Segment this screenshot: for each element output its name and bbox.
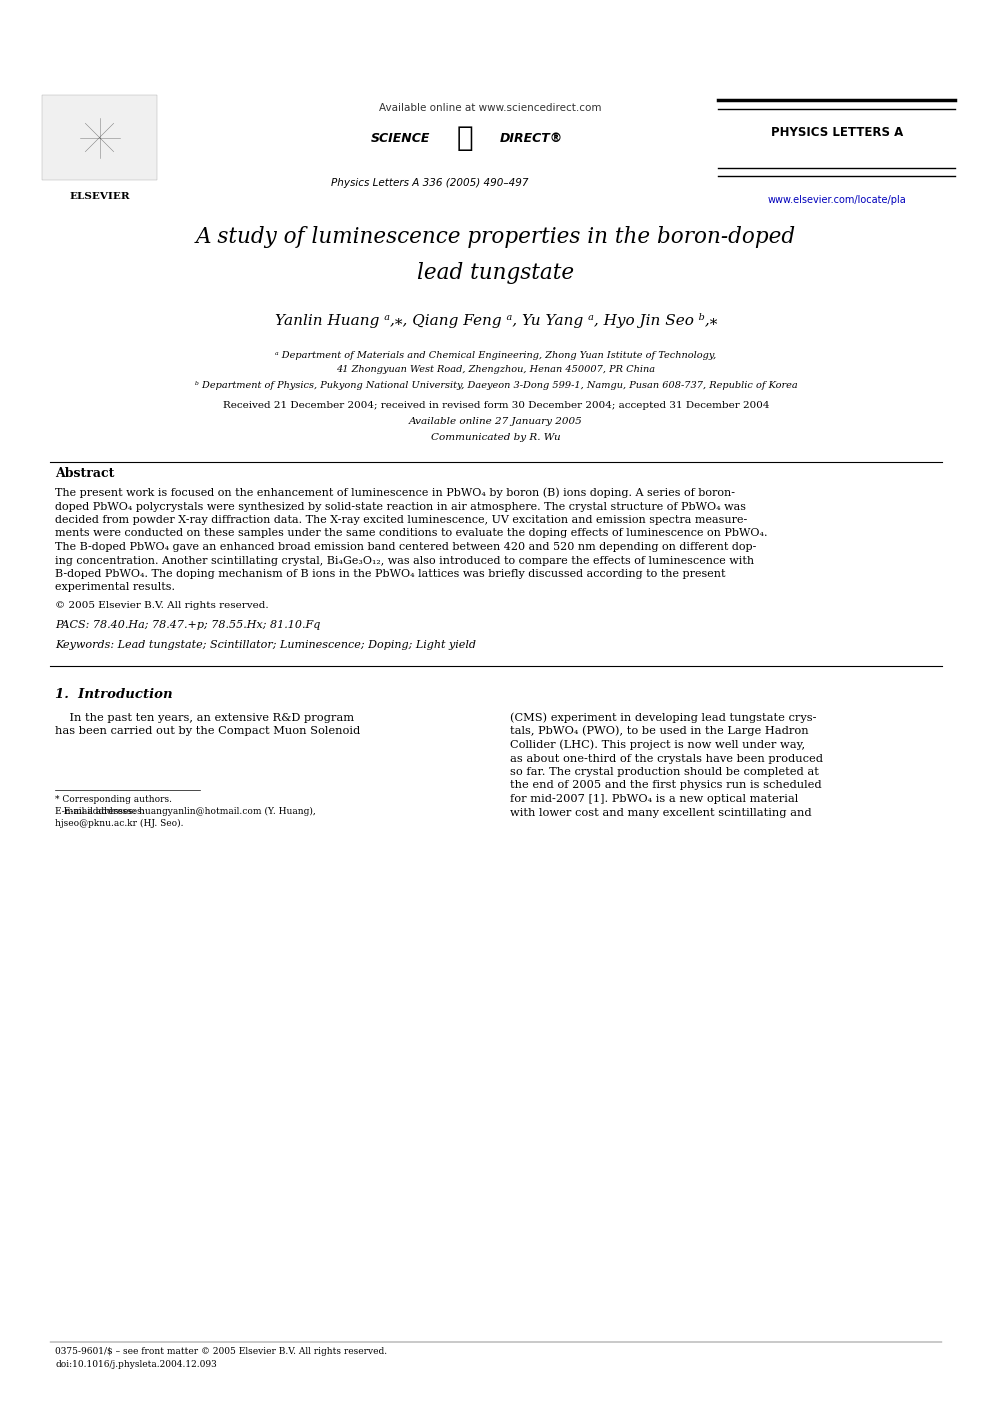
Text: experimental results.: experimental results. xyxy=(55,582,175,592)
Text: Collider (LHC). This project is now well under way,: Collider (LHC). This project is now well… xyxy=(510,739,806,751)
Text: SCIENCE: SCIENCE xyxy=(371,132,430,145)
Text: as about one-third of the crystals have been produced: as about one-third of the crystals have … xyxy=(510,753,823,763)
Text: the end of 2005 and the first physics run is scheduled: the end of 2005 and the first physics ru… xyxy=(510,780,821,790)
FancyBboxPatch shape xyxy=(42,95,157,180)
Text: ments were conducted on these samples under the same conditions to evaluate the : ments were conducted on these samples un… xyxy=(55,529,768,539)
Text: ⓐ: ⓐ xyxy=(456,123,473,152)
Text: Communicated by R. Wu: Communicated by R. Wu xyxy=(432,434,560,442)
Text: Received 21 December 2004; received in revised form 30 December 2004; accepted 3: Received 21 December 2004; received in r… xyxy=(223,401,769,410)
Text: doped PbWO₄ polycrystals were synthesized by solid-state reaction in air atmosph: doped PbWO₄ polycrystals were synthesize… xyxy=(55,501,746,512)
Text: doi:10.1016/j.physleta.2004.12.093: doi:10.1016/j.physleta.2004.12.093 xyxy=(55,1360,216,1369)
Text: E-mail addresses:: E-mail addresses: xyxy=(55,807,148,817)
Text: ᵇ Department of Physics, Pukyong National University, Daeyeon 3-Dong 599-1, Namg: ᵇ Department of Physics, Pukyong Nationa… xyxy=(194,382,798,390)
Text: hjseo@pknu.ac.kr (HJ. Seo).: hjseo@pknu.ac.kr (HJ. Seo). xyxy=(55,819,184,828)
Text: In the past ten years, an extensive R&D program: In the past ten years, an extensive R&D … xyxy=(55,713,354,723)
Text: 1.  Introduction: 1. Introduction xyxy=(55,687,173,702)
Text: A study of luminescence properties in the boron-doped: A study of luminescence properties in th… xyxy=(196,226,796,248)
Text: ELSEVIER: ELSEVIER xyxy=(69,192,130,201)
Text: Physics Letters A 336 (2005) 490–497: Physics Letters A 336 (2005) 490–497 xyxy=(331,178,529,188)
Text: B-doped PbWO₄. The doping mechanism of B ions in the PbWO₄ lattices was briefly : B-doped PbWO₄. The doping mechanism of B… xyxy=(55,570,725,579)
Text: (CMS) experiment in developing lead tungstate crys-: (CMS) experiment in developing lead tung… xyxy=(510,713,816,723)
Text: so far. The crystal production should be completed at: so far. The crystal production should be… xyxy=(510,767,818,777)
Text: PACS: 78.40.Ha; 78.47.+p; 78.55.Hx; 81.10.Fq: PACS: 78.40.Ha; 78.47.+p; 78.55.Hx; 81.1… xyxy=(55,620,320,630)
Text: PHYSICS LETTERS A: PHYSICS LETTERS A xyxy=(771,126,903,139)
Text: 0375-9601/$ – see front matter © 2005 Elsevier B.V. All rights reserved.: 0375-9601/$ – see front matter © 2005 El… xyxy=(55,1347,387,1357)
Text: has been carried out by the Compact Muon Solenoid: has been carried out by the Compact Muon… xyxy=(55,727,360,737)
Text: tals, PbWO₄ (PWO), to be used in the Large Hadron: tals, PbWO₄ (PWO), to be used in the Lar… xyxy=(510,725,808,737)
Text: * Corresponding authors.: * Corresponding authors. xyxy=(55,796,172,804)
Text: Abstract: Abstract xyxy=(55,467,114,480)
Text: ing concentration. Another scintillating crystal, Bi₄Ge₃O₁₂, was also introduced: ing concentration. Another scintillating… xyxy=(55,556,754,565)
Text: decided from powder X-ray diffraction data. The X-ray excited luminescence, UV e: decided from powder X-ray diffraction da… xyxy=(55,515,747,525)
Text: Keywords: Lead tungstate; Scintillator; Luminescence; Doping; Light yield: Keywords: Lead tungstate; Scintillator; … xyxy=(55,640,476,650)
Text: ᵃ Department of Materials and Chemical Engineering, Zhong Yuan Istitute of Techn: ᵃ Department of Materials and Chemical E… xyxy=(276,351,716,361)
Text: lead tungstate: lead tungstate xyxy=(418,262,574,283)
Text: E-mail addresses: huangyanlin@hotmail.com (Y. Huang),: E-mail addresses: huangyanlin@hotmail.co… xyxy=(55,807,315,817)
Text: DIRECT®: DIRECT® xyxy=(500,132,563,145)
Text: with lower cost and many excellent scintillating and: with lower cost and many excellent scint… xyxy=(510,808,811,818)
Text: www.elsevier.com/locate/pla: www.elsevier.com/locate/pla xyxy=(768,195,907,205)
Text: The present work is focused on the enhancement of luminescence in PbWO₄ by boron: The present work is focused on the enhan… xyxy=(55,487,735,498)
Text: Yanlin Huang ᵃ,⁎, Qiang Feng ᵃ, Yu Yang ᵃ, Hyo Jin Seo ᵇ,⁎: Yanlin Huang ᵃ,⁎, Qiang Feng ᵃ, Yu Yang … xyxy=(275,313,717,328)
Text: Available online at www.sciencedirect.com: Available online at www.sciencedirect.co… xyxy=(379,102,601,114)
Text: The B-doped PbWO₄ gave an enhanced broad emission band centered between 420 and : The B-doped PbWO₄ gave an enhanced broad… xyxy=(55,542,756,551)
Text: Available online 27 January 2005: Available online 27 January 2005 xyxy=(409,417,583,427)
Text: 41 Zhongyuan West Road, Zhengzhou, Henan 450007, PR China: 41 Zhongyuan West Road, Zhengzhou, Henan… xyxy=(336,365,656,375)
Text: for mid-2007 [1]. PbWO₄ is a new optical material: for mid-2007 [1]. PbWO₄ is a new optical… xyxy=(510,794,799,804)
Text: © 2005 Elsevier B.V. All rights reserved.: © 2005 Elsevier B.V. All rights reserved… xyxy=(55,600,269,610)
